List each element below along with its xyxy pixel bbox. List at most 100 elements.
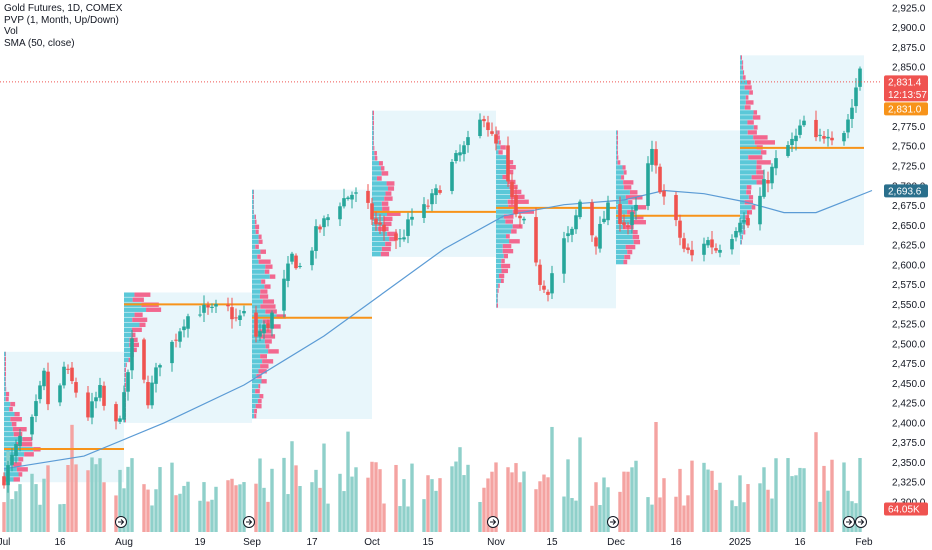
profile-bar-down xyxy=(5,351,6,357)
volume-bar xyxy=(606,487,610,532)
candle-body xyxy=(654,149,658,166)
candle-body xyxy=(798,125,802,135)
profile-bar-down xyxy=(498,150,503,155)
volume-bar xyxy=(438,478,442,532)
event-markers[interactable] xyxy=(115,516,867,528)
profile-bar-up xyxy=(496,174,503,180)
candle-body xyxy=(126,372,130,392)
candle xyxy=(630,206,634,234)
profile-bar-up xyxy=(4,432,14,437)
volume-bar xyxy=(90,457,94,532)
legend-sma-indicator[interactable]: SMA (50, close) xyxy=(4,37,75,49)
candle xyxy=(830,131,834,146)
volume-bar xyxy=(170,462,174,532)
profile-bar-down xyxy=(746,210,753,215)
profile-bar-down xyxy=(132,347,137,353)
candle-body xyxy=(550,273,554,294)
profile-bar-up xyxy=(740,65,742,70)
candle-body xyxy=(178,331,182,342)
volume-bar xyxy=(66,465,70,532)
candle xyxy=(38,380,42,404)
profile-bar-down xyxy=(13,477,20,482)
profile-bar-down xyxy=(12,462,22,467)
candle-body xyxy=(458,152,462,156)
candle-body xyxy=(786,145,790,156)
profile-bar-up xyxy=(740,125,754,130)
profile-bar-up xyxy=(252,224,256,229)
profile-bar-up xyxy=(616,145,618,150)
candle-body xyxy=(10,454,14,465)
profile-bar-up xyxy=(740,210,747,215)
y-tick-label: 2,600.0 xyxy=(892,260,926,271)
candle xyxy=(598,216,602,253)
profile-bar-down xyxy=(508,160,514,165)
profile-bar-up xyxy=(740,100,746,105)
sma-tag: 2,693.6 xyxy=(888,186,922,197)
profile-bar-down xyxy=(505,219,514,224)
volume-bar xyxy=(346,431,350,532)
legend-symbol-title[interactable]: Gold Futures, 1D, COMEX xyxy=(4,3,123,14)
profile-bar-up xyxy=(372,125,374,131)
volume-bar xyxy=(154,489,158,532)
volume-bar xyxy=(114,495,118,532)
candle xyxy=(618,196,622,232)
profile-bar-down xyxy=(387,231,398,237)
candle xyxy=(482,115,486,128)
profile-bar-down xyxy=(741,65,744,70)
profile-bar-up xyxy=(496,249,503,254)
x-tick-label: Dec xyxy=(607,537,625,548)
profile-bar-up xyxy=(616,215,635,220)
candle-body xyxy=(310,250,314,266)
time-axis[interactable]: Jul 16 Aug 19 Sep 17 Oct 15 Nov 15 Dec 16 2025 16 Feb xyxy=(0,537,873,548)
volume-bar xyxy=(186,481,190,532)
volume-bar xyxy=(130,458,134,532)
profile-bar-up xyxy=(496,155,507,160)
volume-bar xyxy=(254,483,258,532)
profile-bar-up xyxy=(496,209,513,214)
legend-pvp-indicator[interactable]: PVP (1, Month, Up/Down) xyxy=(4,14,119,26)
candle-body xyxy=(426,205,430,207)
event-marker-icon xyxy=(243,516,255,528)
volume-bar xyxy=(646,497,650,532)
profile-bar-down xyxy=(629,190,638,195)
profile-bar-up xyxy=(740,135,754,140)
profile-bar-up xyxy=(740,165,757,170)
profile-bar-down xyxy=(134,312,143,317)
profile-bar-down xyxy=(372,110,374,116)
profile-bar-up xyxy=(616,259,624,265)
profile-bar-down xyxy=(633,239,641,245)
candle-body xyxy=(350,194,354,200)
y-tick-label: 2,500.0 xyxy=(892,339,926,350)
candle-body xyxy=(326,217,330,221)
volume-bar xyxy=(206,501,210,532)
profile-bar-up xyxy=(740,150,761,155)
candle xyxy=(650,140,654,172)
profile-bar-up xyxy=(252,234,259,239)
legend-volume-indicator[interactable]: Vol xyxy=(4,26,18,37)
candle-body xyxy=(6,465,10,486)
candle-body xyxy=(142,339,146,380)
candle-body xyxy=(206,305,210,308)
volume-bar xyxy=(702,462,706,532)
candle xyxy=(842,130,846,146)
candle-body xyxy=(214,304,218,307)
candle xyxy=(18,428,22,452)
candle-body xyxy=(658,166,662,193)
profile-bar-down xyxy=(621,175,625,180)
candle-body xyxy=(478,119,482,137)
candle xyxy=(178,328,182,348)
profile-bar-down xyxy=(259,394,264,399)
profile-bar-up xyxy=(496,298,498,303)
candle xyxy=(210,303,214,313)
volume-bar xyxy=(150,505,154,532)
candle xyxy=(522,216,526,224)
volume-bar xyxy=(46,465,50,532)
volume-bar xyxy=(858,457,862,532)
profile-bar-down xyxy=(751,205,756,210)
profile-bar-down xyxy=(10,401,16,407)
candle xyxy=(146,375,150,409)
volume-bar xyxy=(854,503,858,532)
profile-bar-down xyxy=(260,304,276,309)
candle-body xyxy=(378,222,382,225)
